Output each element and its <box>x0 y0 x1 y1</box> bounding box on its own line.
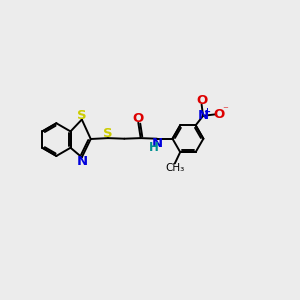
Text: N: N <box>77 155 88 168</box>
Text: S: S <box>103 128 113 140</box>
Text: N: N <box>152 137 163 150</box>
Text: ⁻: ⁻ <box>222 106 228 116</box>
Text: H: H <box>148 141 158 154</box>
Text: CH₃: CH₃ <box>165 163 184 172</box>
Text: O: O <box>133 112 144 125</box>
Text: S: S <box>77 109 87 122</box>
Text: O: O <box>214 108 225 121</box>
Text: N: N <box>197 109 209 122</box>
Text: O: O <box>196 94 207 107</box>
Text: +: + <box>203 107 210 116</box>
